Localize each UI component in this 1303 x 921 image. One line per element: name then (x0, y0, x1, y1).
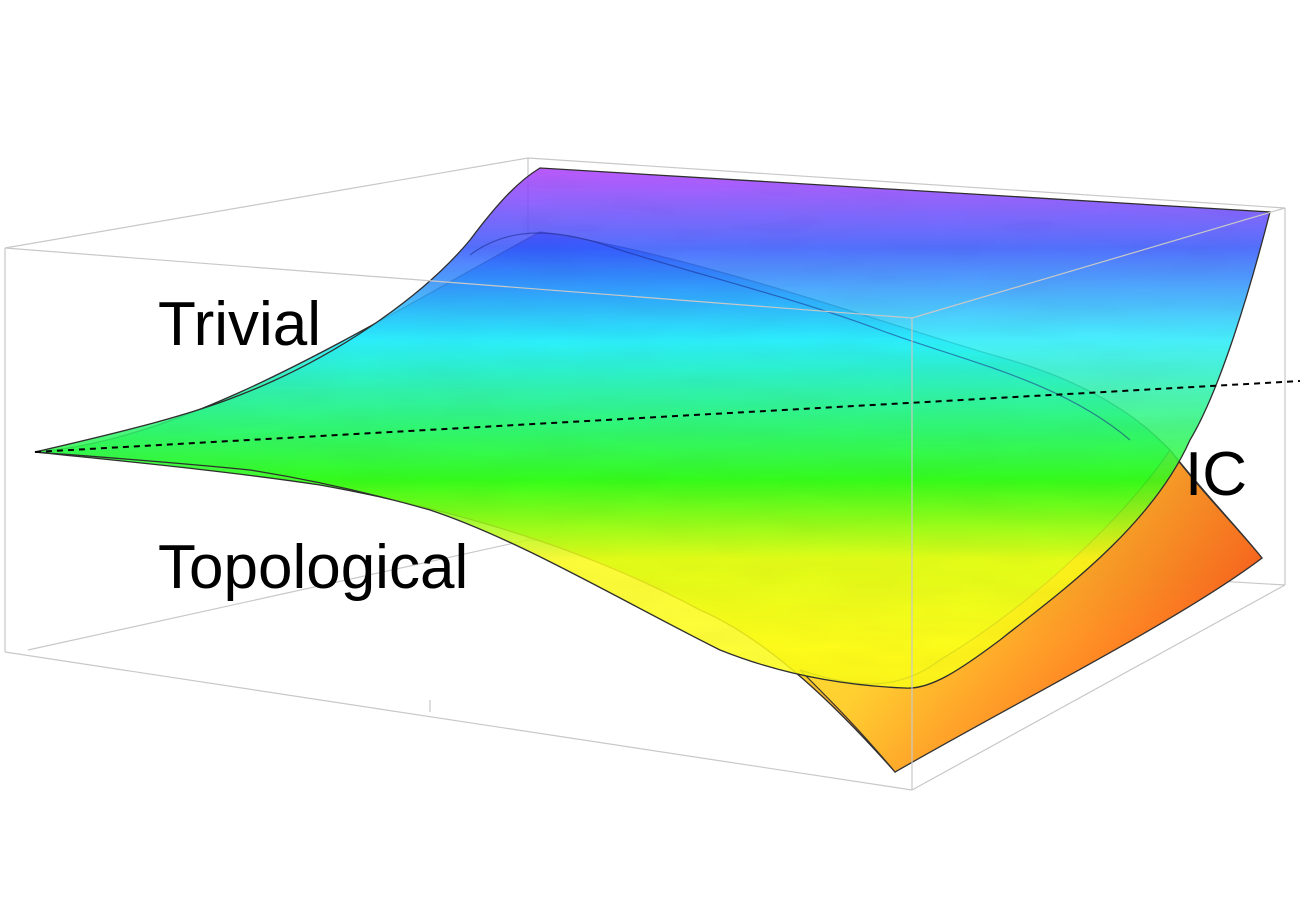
surface-crest-line (469, 232, 1131, 441)
box-edge (527, 157, 1286, 209)
box-edge (4, 157, 529, 249)
box-edge (911, 207, 1286, 319)
bounding-box-front (4, 207, 1286, 791)
topological-label: Topological (158, 533, 468, 602)
box-edge (4, 247, 913, 319)
box-edge (27, 539, 529, 651)
trivial-label: Trivial (158, 290, 321, 359)
box-edge (4, 651, 913, 791)
upper-surface (34, 167, 1271, 689)
phase-boundary-line (34, 380, 1301, 453)
ic-label: IC (1185, 440, 1247, 509)
box-edge (911, 584, 1286, 791)
